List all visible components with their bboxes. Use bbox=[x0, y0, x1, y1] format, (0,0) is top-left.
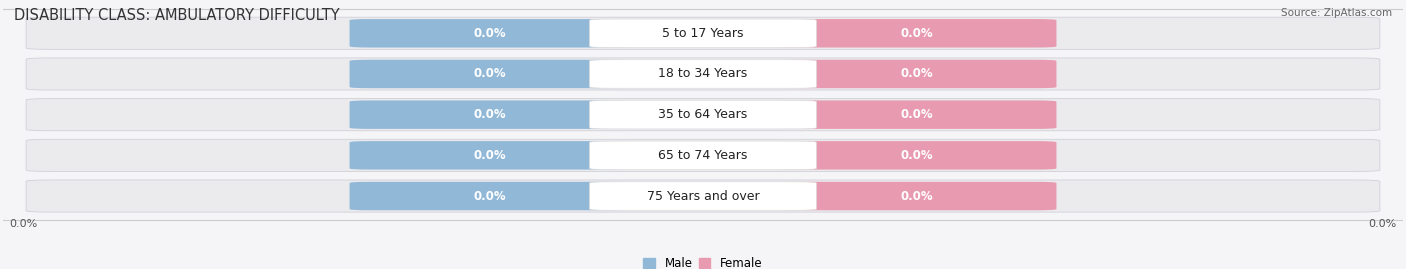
Text: 0.0%: 0.0% bbox=[474, 27, 506, 40]
FancyBboxPatch shape bbox=[589, 19, 817, 48]
FancyBboxPatch shape bbox=[776, 100, 1056, 129]
Text: 5 to 17 Years: 5 to 17 Years bbox=[662, 27, 744, 40]
FancyBboxPatch shape bbox=[776, 60, 1056, 88]
FancyBboxPatch shape bbox=[350, 100, 630, 129]
Text: 0.0%: 0.0% bbox=[900, 149, 932, 162]
FancyBboxPatch shape bbox=[27, 139, 1379, 171]
FancyBboxPatch shape bbox=[776, 19, 1056, 48]
Text: 0.0%: 0.0% bbox=[10, 219, 38, 229]
FancyBboxPatch shape bbox=[27, 17, 1379, 49]
FancyBboxPatch shape bbox=[27, 58, 1379, 90]
FancyBboxPatch shape bbox=[776, 182, 1056, 210]
FancyBboxPatch shape bbox=[350, 19, 630, 48]
Text: 75 Years and over: 75 Years and over bbox=[647, 190, 759, 203]
FancyBboxPatch shape bbox=[350, 182, 630, 210]
Text: 18 to 34 Years: 18 to 34 Years bbox=[658, 68, 748, 80]
FancyBboxPatch shape bbox=[350, 141, 630, 169]
Text: 0.0%: 0.0% bbox=[474, 108, 506, 121]
FancyBboxPatch shape bbox=[350, 60, 630, 88]
Text: 0.0%: 0.0% bbox=[900, 108, 932, 121]
FancyBboxPatch shape bbox=[589, 141, 817, 169]
FancyBboxPatch shape bbox=[589, 60, 817, 88]
Text: 0.0%: 0.0% bbox=[1368, 219, 1396, 229]
Text: 0.0%: 0.0% bbox=[900, 190, 932, 203]
Legend: Male, Female: Male, Female bbox=[644, 257, 762, 269]
Text: DISABILITY CLASS: AMBULATORY DIFFICULTY: DISABILITY CLASS: AMBULATORY DIFFICULTY bbox=[14, 8, 340, 23]
Text: 0.0%: 0.0% bbox=[474, 68, 506, 80]
FancyBboxPatch shape bbox=[589, 182, 817, 210]
Text: 35 to 64 Years: 35 to 64 Years bbox=[658, 108, 748, 121]
FancyBboxPatch shape bbox=[776, 141, 1056, 169]
Text: 0.0%: 0.0% bbox=[474, 190, 506, 203]
FancyBboxPatch shape bbox=[589, 100, 817, 129]
Text: 0.0%: 0.0% bbox=[474, 149, 506, 162]
FancyBboxPatch shape bbox=[27, 99, 1379, 131]
Text: 0.0%: 0.0% bbox=[900, 68, 932, 80]
Text: 0.0%: 0.0% bbox=[900, 27, 932, 40]
FancyBboxPatch shape bbox=[27, 180, 1379, 212]
Text: Source: ZipAtlas.com: Source: ZipAtlas.com bbox=[1281, 8, 1392, 18]
Text: 65 to 74 Years: 65 to 74 Years bbox=[658, 149, 748, 162]
